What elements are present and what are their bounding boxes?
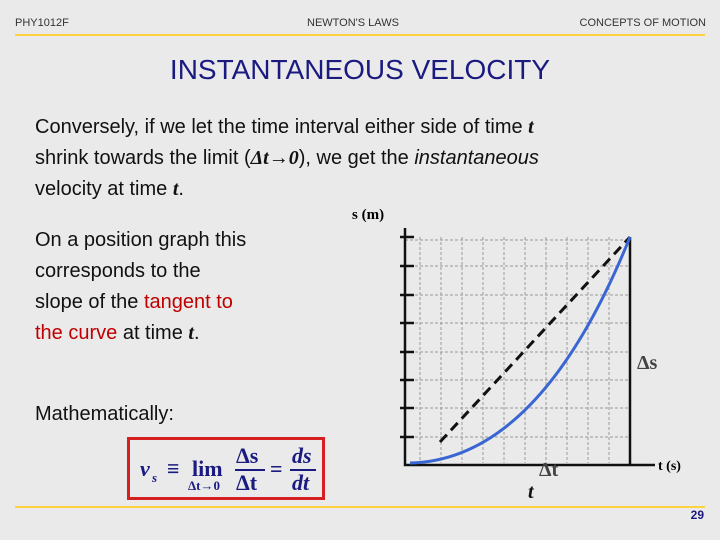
symbol: t (172, 178, 179, 200)
symbol: t (188, 322, 194, 344)
formula-sub: s (152, 470, 158, 485)
graph-text: On a position graph this corresponds to … (35, 225, 246, 349)
formula-den: dt (292, 470, 310, 495)
text: . (193, 322, 200, 344)
y-axis-label: s (m) (352, 207, 384, 223)
fraction-bar (290, 469, 316, 471)
formula-num: ds (292, 443, 312, 468)
delta-t-label: Δt (539, 459, 559, 481)
text: On a position graph this (35, 229, 247, 251)
grid-vertical (419, 237, 631, 463)
position-curve (409, 236, 632, 465)
formula-v: v (140, 456, 150, 481)
header-right: CONCEPTS OF MOTION (579, 17, 707, 29)
text: Conversely, if we let the time interval … (35, 116, 529, 138)
highlight: the curve (35, 322, 118, 344)
header-center: NEWTON'S LAWS (307, 17, 399, 29)
text: shrink towards the limit ( (35, 147, 251, 169)
text: ), we get the (298, 147, 415, 169)
text: corresponds to the (35, 260, 201, 282)
formula-eq: = (270, 456, 283, 481)
footer-rule (15, 506, 705, 508)
delta-s-label: Δs (637, 352, 658, 374)
text: velocity at time (35, 178, 173, 200)
highlight: tangent to (143, 291, 233, 313)
title: INSTANTANEOUS VELOCITY (169, 54, 551, 85)
fraction-bar (235, 469, 265, 471)
text: . (178, 178, 184, 200)
formula-equiv: ≡ (167, 456, 180, 481)
axes (403, 228, 655, 467)
emphasis: instantaneous (414, 147, 539, 169)
symbol: Δt→0 (250, 147, 299, 169)
formula-lim: lim (192, 456, 223, 481)
text: slope of the (35, 291, 144, 313)
grid (405, 237, 631, 463)
header-left: PHY1012F (15, 17, 69, 29)
symbol: t (528, 116, 534, 138)
y-ticks (400, 235, 414, 439)
formula-limit: Δt→0 (188, 478, 220, 493)
formula-box: v s ≡ lim Δt→0 Δs Δt = ds dt (127, 437, 325, 500)
t-label: t (528, 481, 535, 503)
secant-line (438, 235, 632, 444)
intro: Conversely, if we let the time interval … (35, 112, 539, 205)
formula-den: Δt (236, 470, 258, 495)
header-rule (15, 34, 705, 36)
formula-num: Δs (236, 443, 259, 468)
page-number: 29 (690, 508, 704, 522)
x-axis-label: t (s) (658, 459, 681, 474)
math-label: Mathematically: (35, 403, 174, 425)
text: at time (117, 322, 189, 344)
grid-horizontal (405, 239, 630, 438)
